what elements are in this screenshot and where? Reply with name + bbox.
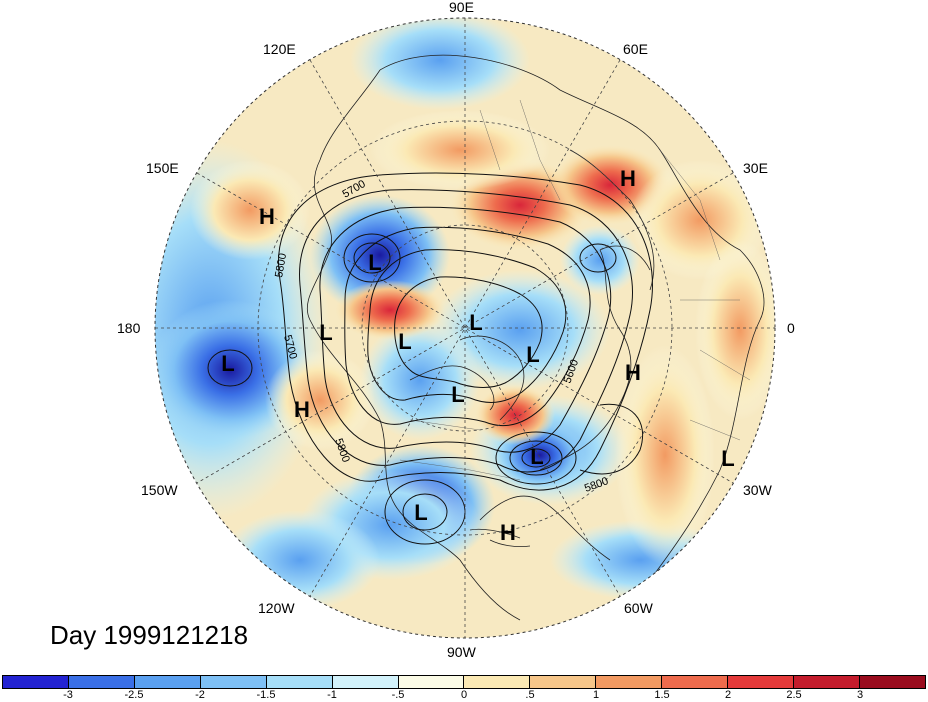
center-h-3: H [625, 360, 641, 385]
colorbar-tick-label: 1.5 [654, 689, 670, 701]
colorbar-tick-label: -.5 [391, 689, 405, 701]
height-contours [207, 172, 653, 545]
colorbar-cell [794, 676, 860, 688]
center-l-3: L [398, 329, 411, 354]
colorbar-cell [200, 676, 267, 688]
lon-label-30e: 30E [743, 160, 768, 176]
colorbar-cell [3, 676, 69, 688]
colorbar-tick-label: -2 [195, 689, 205, 701]
lon-label-90w: 90W [447, 644, 476, 660]
center-l-4: L [469, 310, 482, 335]
center-l-5: L [526, 342, 539, 367]
lon-label-180: 180 [117, 320, 141, 336]
colorbar-tick-label: 0 [460, 689, 468, 701]
colorbar-tick-label: .5 [525, 689, 535, 701]
colorbar-cell [266, 676, 333, 688]
lon-label-120w: 120W [258, 600, 295, 616]
center-l-6: L [221, 351, 234, 376]
colorbar-tick-label: -2.5 [124, 689, 144, 701]
map-boundary [154, 17, 776, 639]
colorbar-cell [530, 676, 597, 688]
lon-label-150e: 150E [146, 160, 179, 176]
graticule [155, 18, 775, 638]
colorbar-cell [398, 676, 465, 688]
colorbar-cell [68, 676, 135, 688]
lon-label-90e: 90E [449, 0, 474, 15]
colorbar-tick-label: 3 [856, 689, 864, 701]
lon-label-60e: 60E [623, 41, 648, 57]
center-h-2: H [259, 204, 275, 229]
center-h-1: H [620, 166, 636, 191]
center-l-8: L [530, 444, 543, 469]
colorbar-cell [859, 676, 925, 688]
colorbar-cell [464, 676, 531, 688]
center-l-9: L [721, 446, 734, 471]
lon-label-60w: 60W [624, 600, 653, 616]
center-h-5: H [500, 520, 516, 545]
center-l-10: L [414, 500, 427, 525]
center-l-7: L [451, 382, 464, 407]
colorbar-cell [134, 676, 201, 688]
lon-label-150w: 150W [141, 482, 178, 498]
polar-map: 5700 5800 5700 5600 5800 5800 H H L L L … [154, 17, 776, 639]
center-h-4: H [294, 397, 310, 422]
colorbar-tick-label: -1 [327, 689, 337, 701]
anomaly-field [155, 18, 775, 638]
colorbar-cell [332, 676, 399, 688]
lon-label-0: 0 [787, 320, 795, 336]
colorbar-cell [662, 676, 729, 688]
borders [399, 99, 751, 481]
colorbar-cell [596, 676, 663, 688]
center-l-2: L [319, 320, 332, 345]
colorbar-tick-label: -3 [63, 689, 73, 701]
colorbar-tick-label: 1 [592, 689, 600, 701]
lon-label-30w: 30W [743, 482, 772, 498]
day-label: Day 1999121218 [50, 620, 249, 650]
colorbar-tick-label: 2 [724, 689, 732, 701]
center-l-1: L [368, 250, 381, 275]
colorbar-tick-label: 2.5 [786, 689, 802, 701]
contour-label-5800-left: 5800 [273, 252, 289, 278]
coastlines [306, 54, 765, 621]
lon-label-120e: 120E [263, 41, 296, 57]
colorbar-tick-label: -1.5 [256, 689, 276, 701]
colorbar-cell [728, 676, 795, 688]
colorbar [2, 675, 926, 689]
